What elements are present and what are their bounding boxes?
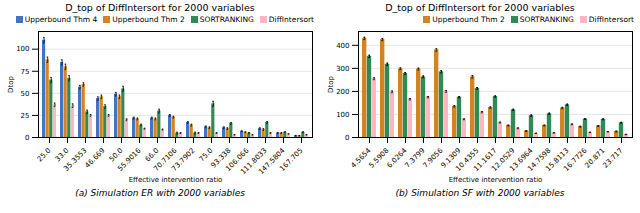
- svg-text:167.705: 167.705: [278, 147, 304, 173]
- svg-text:Dtop: Dtop: [327, 76, 335, 93]
- svg-text:50: 50: [21, 90, 30, 98]
- svg-text:73.7902: 73.7902: [170, 147, 196, 173]
- svg-text:50.0: 50.0: [107, 146, 125, 164]
- svg-text:33.0: 33.0: [53, 146, 71, 164]
- svg-text:10.4355: 10.4355: [454, 146, 481, 173]
- svg-text:15.8113: 15.8113: [544, 146, 571, 173]
- svg-text:13.6964: 13.6964: [508, 146, 535, 173]
- svg-text:400: 400: [336, 42, 349, 50]
- html-text:SORTRANKING: SORTRANKING: [199, 15, 254, 24]
- html-text:DiffIntersort: DiffIntersort: [268, 15, 314, 24]
- html-text:D_top of DiffIntersort for 200: D_top of DiffIntersort for 2000 variable…: [385, 2, 575, 13]
- svg-text:111.8033: 111.8033: [239, 146, 269, 176]
- svg-text:200: 200: [336, 88, 349, 96]
- svg-text:35.3553: 35.3553: [62, 147, 88, 173]
- html-text:(a) Simulation ER with 2000 va: (a) Simulation ER with 2000 variables: [75, 188, 245, 198]
- svg-text:5.5908: 5.5908: [367, 146, 391, 170]
- html-text:Upperbound Thm 2: Upperbound Thm 2: [112, 15, 185, 24]
- html-text:DiffIntersort: DiffIntersort: [588, 15, 634, 24]
- svg-text:6.0264: 6.0264: [385, 146, 409, 170]
- svg-text:Dtop: Dtop: [7, 76, 15, 93]
- svg-text:300: 300: [336, 65, 349, 73]
- svg-text:0: 0: [25, 134, 29, 142]
- svg-text:75.0: 75.0: [197, 146, 215, 164]
- svg-text:7.3799: 7.3799: [403, 146, 427, 170]
- svg-text:147.5804: 147.5804: [257, 146, 287, 176]
- svg-text:25.0: 25.0: [36, 147, 53, 164]
- svg-text:16.7726: 16.7726: [562, 146, 589, 173]
- svg-text:106.066: 106.066: [224, 146, 251, 173]
- svg-text:100: 100: [336, 111, 349, 119]
- svg-text:66.0: 66.0: [143, 146, 161, 164]
- svg-text:55.9016: 55.9016: [116, 146, 143, 173]
- svg-text:4.5654: 4.5654: [349, 146, 373, 170]
- svg-text:14.7598: 14.7598: [526, 146, 553, 173]
- svg-text:11.1617: 11.1617: [472, 146, 499, 173]
- svg-text:12.0529: 12.0529: [490, 146, 517, 173]
- html-text:Upperbound Thm 2: Upperbound Thm 2: [432, 15, 505, 24]
- html-text:SORTRANKING: SORTRANKING: [519, 15, 574, 24]
- svg-text:46.669: 46.669: [84, 147, 107, 170]
- svg-text:23.717: 23.717: [602, 147, 625, 170]
- svg-text:9.1309: 9.1309: [439, 146, 463, 170]
- svg-text:75: 75: [21, 67, 30, 75]
- svg-text:Effective intervention ratio: Effective intervention ratio: [129, 176, 223, 184]
- html-text:(b) Simulation SF with 2000 va: (b) Simulation SF with 2000 variables: [395, 188, 565, 198]
- svg-text:20.871: 20.871: [583, 146, 607, 170]
- svg-text:Effective intervention ratio: Effective intervention ratio: [449, 176, 543, 184]
- svg-text:25: 25: [21, 112, 30, 120]
- html-text:Upperbound Thm 4: Upperbound Thm 4: [24, 15, 98, 24]
- svg-text:0: 0: [345, 134, 349, 142]
- svg-text:7.9056: 7.9056: [421, 146, 445, 170]
- svg-text:93.338: 93.338: [209, 146, 233, 170]
- html-text:D_top of DiffIntersort for 200: D_top of DiffIntersort for 2000 variable…: [65, 2, 255, 13]
- svg-text:100: 100: [16, 45, 29, 53]
- svg-text:70.7106: 70.7106: [152, 146, 179, 173]
